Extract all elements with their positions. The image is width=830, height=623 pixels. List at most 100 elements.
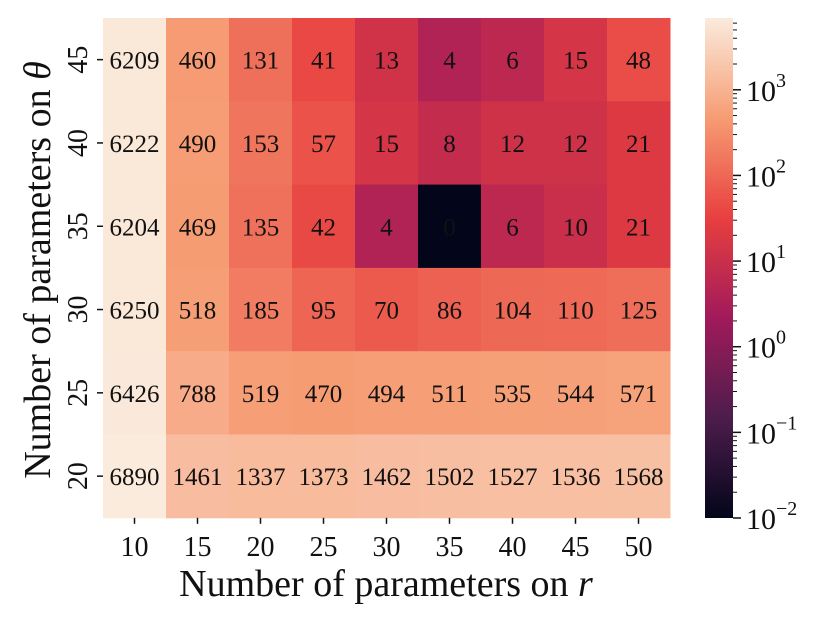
heatmap-cell [292, 434, 356, 519]
heatmap-cell [229, 351, 293, 435]
cell-value-label: 6 [506, 48, 519, 75]
heatmap-cell [103, 267, 167, 352]
x-tick-label: 30 [373, 532, 401, 563]
heatmap-cell [544, 267, 608, 352]
colorbar-tick-label: 102 [746, 155, 786, 193]
cell-value-label: 15 [563, 48, 588, 75]
cell-value-label: 490 [179, 131, 217, 158]
heatmap-cell [418, 101, 482, 186]
cell-value-label: 535 [494, 381, 532, 408]
heatmap-cell [292, 267, 356, 352]
cell-value-label: 41 [311, 48, 336, 75]
y-tick-label: 45 [63, 46, 94, 74]
x-tick-label: 20 [247, 532, 275, 563]
cell-value-label: 0 [443, 214, 456, 241]
x-tick-label: 25 [310, 532, 338, 563]
cell-value-label: 1462 [362, 464, 412, 491]
y-axis-ticks: 45 40 35 30 25 20 [63, 46, 103, 490]
cell-value-label: 1461 [173, 464, 223, 491]
heatmap-cell [544, 18, 608, 102]
cell-value-label: 42 [311, 214, 336, 241]
heatmap-cell [166, 18, 230, 102]
cell-value-label: 48 [626, 48, 651, 75]
colorbar [705, 18, 733, 518]
heatmap-cell [355, 267, 419, 352]
heatmap-cell [355, 434, 419, 519]
cell-value-label: 6 [506, 214, 519, 241]
heatmap-cell [103, 184, 167, 269]
heatmap-cell [544, 184, 608, 269]
heatmap-cell [166, 434, 230, 519]
heatmap-cell [355, 184, 419, 269]
cell-value-label: 1502 [425, 464, 475, 491]
cell-value-label: 469 [179, 214, 217, 241]
cell-value-label: 1568 [614, 464, 664, 491]
heatmap-cell [166, 101, 230, 186]
cell-value-label: 6204 [110, 214, 161, 241]
x-tick-label: 10 [121, 532, 149, 563]
heatmap-cell [481, 351, 545, 435]
heatmap-cell [544, 101, 608, 186]
cell-value-label: 460 [179, 48, 217, 75]
x-tick-label: 15 [184, 532, 212, 563]
cell-value-label: 1337 [236, 464, 286, 491]
cell-value-label: 21 [626, 214, 651, 241]
y-tick-label: 20 [63, 462, 94, 490]
x-axis-label: Number of parameters on r [179, 563, 593, 605]
heatmap-cell [355, 18, 419, 102]
colorbar-tick-label: 101 [746, 241, 786, 279]
cell-value-label: 135 [242, 214, 280, 241]
heatmap-cell [166, 267, 230, 352]
heatmap-cell [166, 351, 230, 435]
x-tick-label: 35 [436, 532, 464, 563]
heatmap-cell [229, 184, 293, 269]
heatmap-cell [481, 18, 545, 102]
cell-value-label: 4 [380, 214, 393, 241]
heatmap-cell [355, 101, 419, 186]
heatmap-cell [481, 101, 545, 186]
heatmap-cell [607, 351, 671, 435]
heatmap-cell [292, 184, 356, 269]
heatmap-cell [166, 184, 230, 269]
heatmap-cell [607, 101, 671, 186]
colorbar-ticks: 10−2 10−1 100 101 102 103 [733, 22, 797, 536]
heatmap-cell [103, 101, 167, 186]
cell-value-label: 519 [242, 381, 280, 408]
y-tick-label: 25 [63, 379, 94, 407]
colorbar-tick-label: 10−1 [746, 412, 797, 450]
heatmap-cell [607, 18, 671, 102]
cell-value-label: 788 [179, 381, 217, 408]
cell-value-label: 511 [431, 381, 468, 408]
heatmap-cell [229, 267, 293, 352]
heatmap-cell [418, 434, 482, 519]
cell-value-label: 131 [242, 48, 280, 75]
colorbar-tick-label: 100 [746, 327, 786, 365]
heatmap-cell [418, 351, 482, 435]
cell-value-label: 1536 [551, 464, 601, 491]
x-tick-label: 40 [499, 532, 527, 563]
heatmap-cell [544, 351, 608, 435]
cell-value-label: 110 [557, 298, 594, 325]
heatmap-cell [418, 267, 482, 352]
heatmap-cell [292, 101, 356, 186]
cell-value-label: 153 [242, 131, 280, 158]
colorbar-tick-label: 103 [746, 70, 786, 108]
cell-value-label: 494 [368, 381, 406, 408]
cell-value-label: 21 [626, 131, 651, 158]
heatmap-cell [418, 18, 482, 102]
cell-value-label: 518 [179, 298, 217, 325]
y-axis-label: Number of parameters on θ [17, 61, 59, 479]
cell-value-label: 8 [443, 131, 456, 158]
heatmap-cell [292, 18, 356, 102]
cell-value-label: 125 [620, 298, 658, 325]
cell-value-label: 544 [557, 381, 595, 408]
cell-value-label: 470 [305, 381, 343, 408]
cell-value-label: 104 [494, 298, 532, 325]
cell-value-label: 12 [500, 131, 525, 158]
colorbar-tick-label: 10−2 [746, 498, 797, 536]
cell-value-label: 57 [311, 131, 336, 158]
cell-value-label: 1527 [488, 464, 538, 491]
cell-value-label: 86 [437, 298, 462, 325]
heatmap-cell [229, 101, 293, 186]
